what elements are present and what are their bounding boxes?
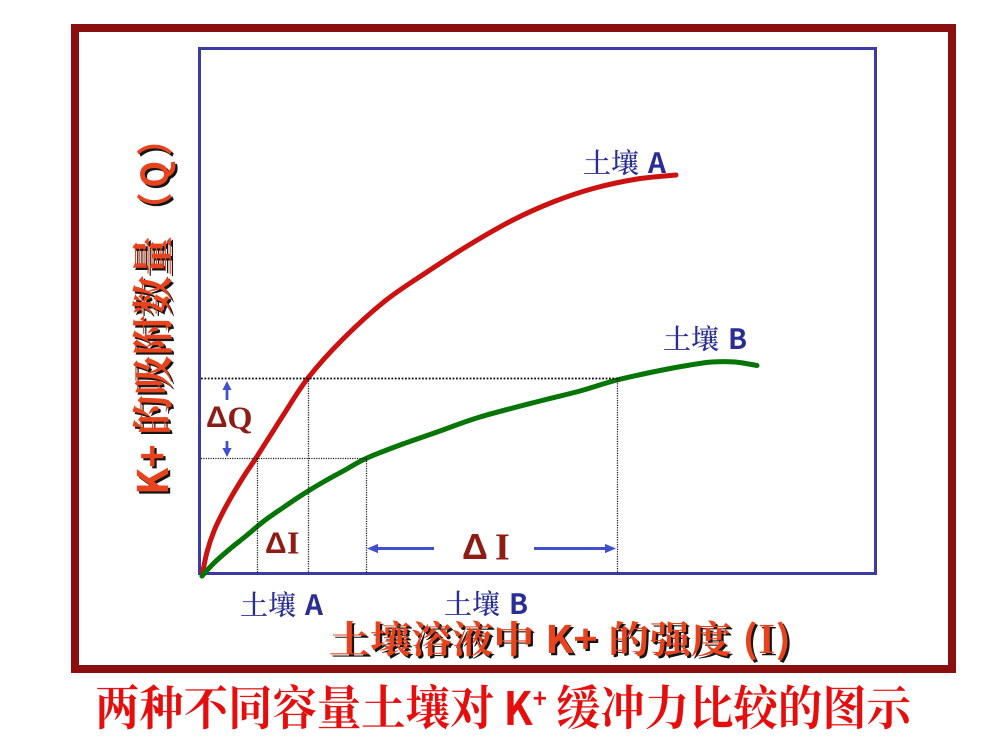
svg-text:Δ: Δ [462,526,488,567]
svg-text:I: I [495,526,510,568]
svg-text:Δ: Δ [206,401,228,434]
svg-text:I: I [287,525,299,561]
svg-text:Δ: Δ [265,527,287,560]
svg-text:Q: Q [228,400,253,436]
